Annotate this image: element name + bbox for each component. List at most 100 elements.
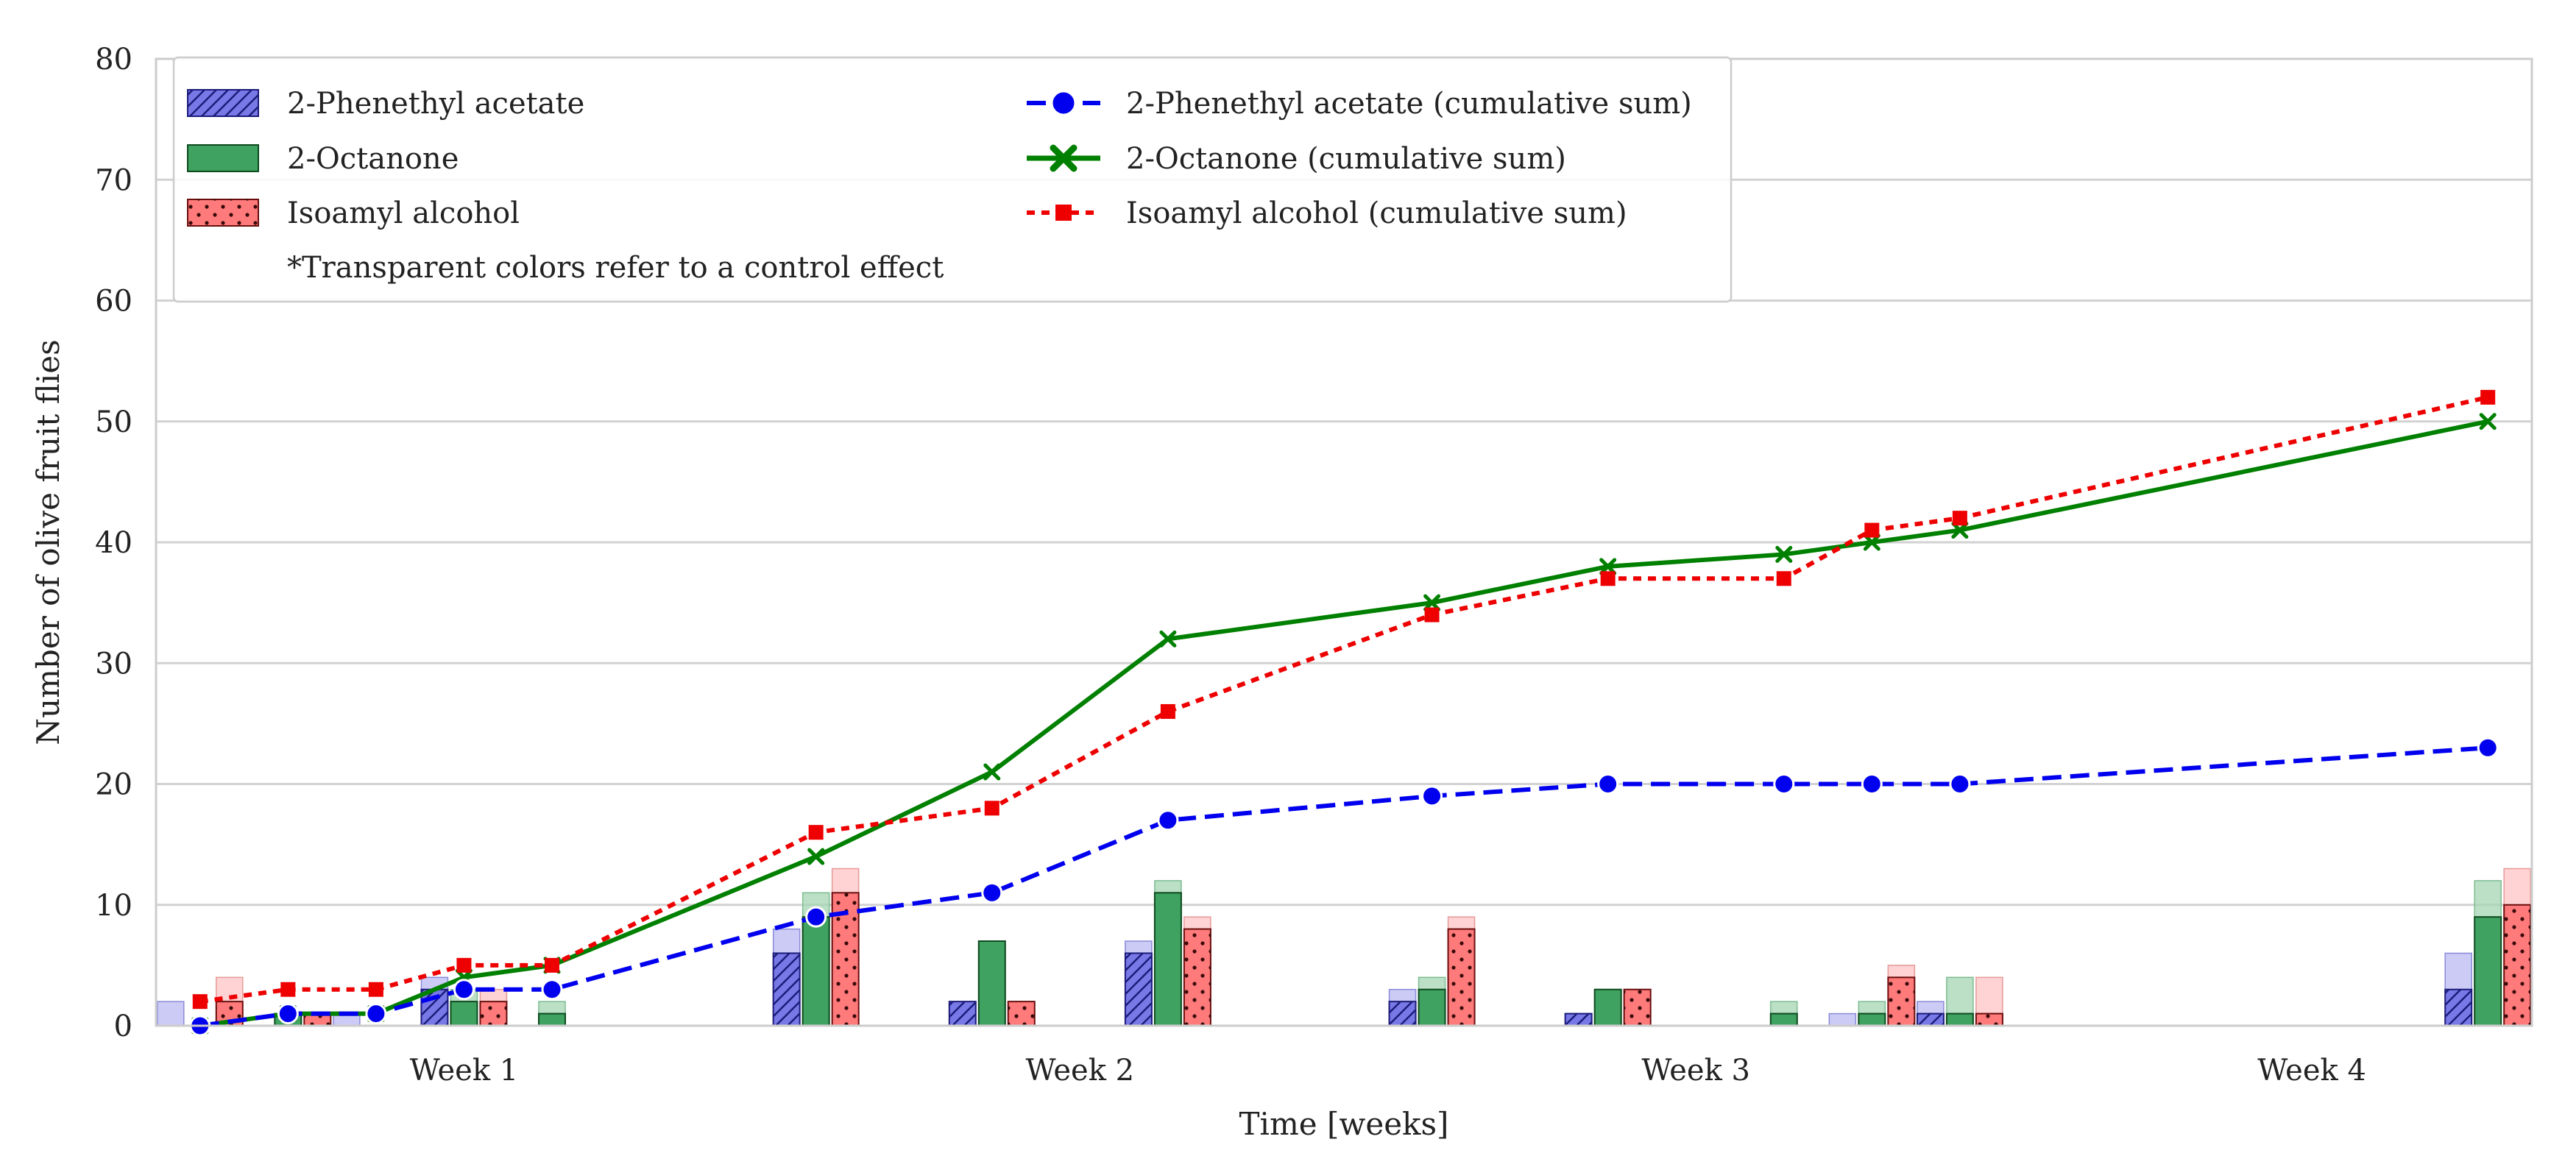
legend-marker-phenethyl (1050, 90, 1077, 116)
legend-box (172, 56, 1733, 303)
point-phenethyl-10 (1773, 773, 1795, 795)
bar-isoamyl-pattern-13 (2504, 904, 2531, 1026)
lines (189, 389, 2499, 1037)
legend-label-octanone: 2-Octanone (287, 142, 459, 176)
legend-label-octanone-cum: 2-Octanone (cumulative sum) (1126, 142, 1566, 176)
bar-phenethyl-pattern-5 (773, 953, 800, 1026)
bar-octanone-13 (2474, 916, 2502, 1027)
bar-phenethyl-pattern-7 (1125, 953, 1152, 1026)
point-isoamyl-5 (808, 825, 824, 840)
legend-label-phenethyl-cum: 2-Phenethyl acetate (cumulative sum) (1126, 87, 1692, 121)
legend-swatch-isoamyl-dots (188, 199, 258, 226)
point-isoamyl-10 (1776, 571, 1791, 586)
bar-isoamyl-pattern-8 (1448, 929, 1475, 1026)
point-phenethyl-8 (1421, 785, 1443, 807)
y-tick-label-60: 60 (95, 285, 132, 319)
point-isoamyl-9 (1600, 571, 1616, 586)
bar-phenethyl-control-11 (1828, 1012, 1857, 1026)
y-tick-label-70: 70 (95, 163, 132, 197)
bar-isoamyl-pattern-6 (1008, 1001, 1035, 1026)
bar-octanone-11 (1858, 1012, 1886, 1026)
point-phenethyl-5 (805, 906, 827, 928)
y-tick-label-20: 20 (95, 768, 132, 802)
y-tick-label-30: 30 (95, 647, 132, 681)
bar-phenethyl-pattern-13 (2445, 989, 2472, 1026)
legend-swatch-phenethyl-hatch (188, 90, 258, 116)
x-tick-label-4: Week 4 (2257, 1054, 2366, 1088)
point-octanone-6 (983, 763, 1001, 781)
x-tick-label-2: Week 2 (1026, 1054, 1135, 1088)
point-phenethyl-3 (453, 979, 475, 1001)
bar-octanone-8 (1418, 988, 1446, 1026)
point-octanone-7 (1159, 630, 1177, 648)
point-octanone-10 (1775, 545, 1793, 563)
bar-phenethyl-control-0 (157, 1001, 185, 1026)
bar-phenethyl-pattern-9 (1565, 1013, 1592, 1026)
y-tick-label-80: 80 (95, 43, 132, 77)
point-isoamyl-8 (1424, 607, 1440, 622)
point-isoamyl-6 (984, 801, 999, 816)
x-axis-title: Time [weeks] (1239, 1106, 1449, 1142)
bar-phenethyl-pattern-8 (1389, 1001, 1416, 1026)
bar-isoamyl-pattern-3 (480, 1001, 507, 1026)
y-axis-title: Number of olive fruit flies (30, 339, 66, 745)
bar-octanone-10 (1769, 1012, 1798, 1026)
x-tick-label-3: Week 3 (1641, 1054, 1750, 1088)
bars (157, 868, 2532, 1027)
point-isoamyl-3 (456, 957, 472, 973)
point-octanone-8 (1423, 594, 1441, 611)
legend: 2-Phenethyl acetate 2-Octanone Isoamyl a… (172, 56, 1733, 303)
legend-label-isoamyl-cum: Isoamyl alcohol (cumulative sum) (1126, 196, 1627, 230)
legend-marker-octanone (1050, 144, 1078, 172)
x-axis-ticks: Week 1 Week 2 Week 3 Week 4 (410, 1054, 2366, 1088)
point-isoamyl-4 (545, 957, 559, 973)
point-octanone-13 (2479, 413, 2497, 430)
line-isoamyl-cumulative (199, 394, 2488, 1004)
point-isoamyl-7 (1160, 703, 1175, 719)
legend-note: *Transparent colors refer to a control e… (287, 251, 944, 285)
bar-isoamyl-pattern-12 (1975, 1013, 2003, 1026)
bar-isoamyl-pattern-9 (1624, 989, 1651, 1026)
point-phenethyl-4 (541, 979, 563, 1001)
bar-octanone-3 (450, 1001, 478, 1027)
bar-octanone-6 (977, 940, 1006, 1027)
legend-label-isoamyl: Isoamyl alcohol (287, 196, 520, 230)
bar-octanone-9 (1593, 988, 1622, 1026)
point-octanone-12 (1951, 522, 1969, 539)
point-phenethyl-12 (1949, 773, 1971, 795)
bar-octanone-5 (802, 916, 830, 1027)
legend-marker-isoamyl (1055, 205, 1072, 221)
point-octanone-5 (807, 848, 825, 865)
point-phenethyl-13 (2477, 737, 2499, 759)
line-octanone-cumulative (199, 419, 2488, 1028)
point-phenethyl-2 (365, 1003, 387, 1025)
point-phenethyl-1 (277, 1003, 299, 1025)
point-isoamyl-11 (1864, 522, 1880, 538)
y-tick-label-50: 50 (95, 405, 132, 439)
point-isoamyl-13 (2480, 389, 2496, 405)
bar-isoamyl-pattern-7 (1183, 929, 1211, 1026)
point-phenethyl-7 (1157, 809, 1179, 831)
bar-isoamyl-pattern-1 (304, 1013, 331, 1026)
bar-phenethyl-pattern-6 (949, 1001, 976, 1026)
bar-octanone-12 (1945, 1012, 1974, 1026)
y-tick-label-40: 40 (95, 526, 132, 560)
point-octanone-9 (1599, 558, 1617, 575)
legend-swatch-octanone (187, 144, 259, 172)
point-phenethyl-9 (1597, 773, 1619, 795)
bar-isoamyl-pattern-11 (1888, 977, 1915, 1026)
point-phenethyl-11 (1861, 773, 1883, 795)
point-isoamyl-12 (1952, 511, 1967, 526)
y-axis-ticks: 0 10 20 30 40 50 60 70 80 (95, 43, 132, 1043)
point-octanone-11 (1863, 533, 1880, 551)
point-isoamyl-0 (192, 994, 208, 1010)
bar-octanone-4 (538, 1012, 566, 1026)
y-tick-label-0: 0 (114, 1010, 132, 1043)
point-phenethyl-6 (981, 882, 1003, 904)
x-tick-label-1: Week 1 (410, 1054, 519, 1088)
y-tick-label-10: 10 (95, 889, 132, 923)
bar-phenethyl-pattern-12 (1917, 1013, 1944, 1026)
point-isoamyl-1 (280, 982, 296, 997)
point-isoamyl-2 (368, 982, 383, 997)
